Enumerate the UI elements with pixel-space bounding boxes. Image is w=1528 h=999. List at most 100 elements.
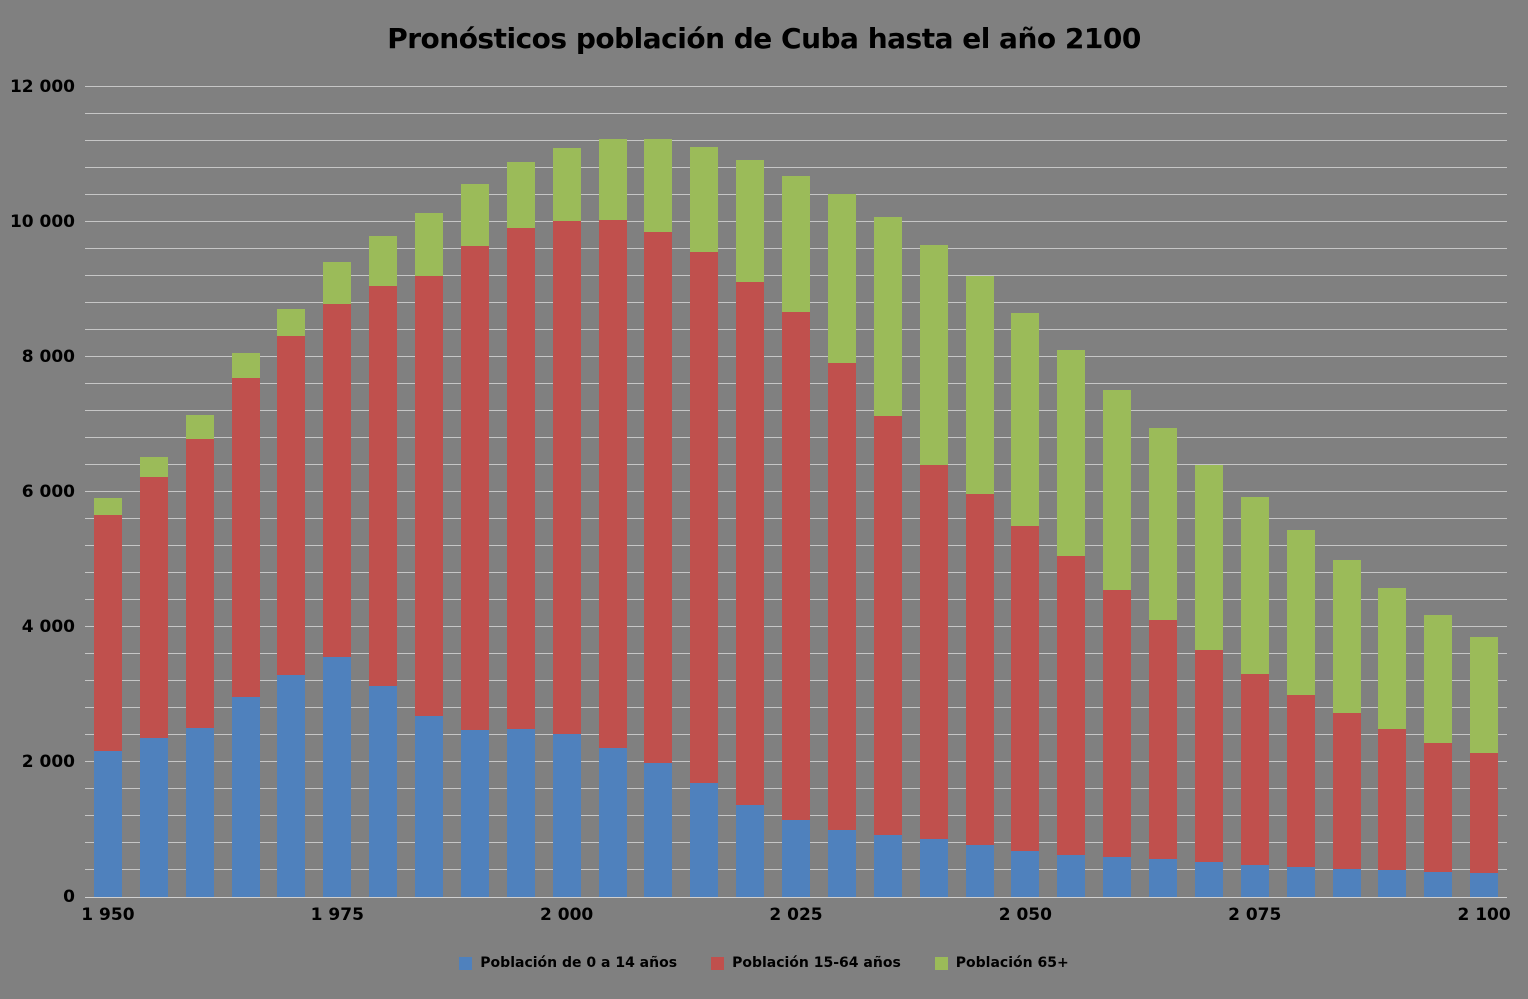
bar-segment <box>827 363 856 830</box>
bar-segment <box>1470 753 1499 874</box>
bar-segment <box>369 236 398 287</box>
bar-segment <box>1149 619 1178 859</box>
bar-segment <box>1103 589 1132 858</box>
bar-2040 <box>919 245 948 897</box>
y-tick-label: 6 000 <box>21 482 75 502</box>
bar-slot-2010 <box>636 87 682 897</box>
bar-segment <box>1149 428 1178 620</box>
bar-segment <box>690 146 719 253</box>
bar-segment <box>552 148 581 221</box>
bar-segment <box>1378 870 1407 897</box>
bar-segment <box>93 751 122 897</box>
bar-segment <box>323 656 352 897</box>
bar-segment <box>1424 614 1453 744</box>
bar-slot-2100 <box>1461 87 1507 897</box>
bar-2095 <box>1424 614 1453 897</box>
bar-segment <box>1424 871 1453 897</box>
bar-segment <box>965 494 994 846</box>
y-tick-label: 8 000 <box>21 347 75 367</box>
bar-2060 <box>1103 390 1132 897</box>
bar-1990 <box>460 184 489 897</box>
bar-2030 <box>827 194 856 897</box>
bar-2080 <box>1286 530 1315 897</box>
bar-segment <box>1103 857 1132 897</box>
bar-slot-2070 <box>1186 87 1232 897</box>
bar-2015 <box>690 146 719 897</box>
bar-2070 <box>1194 465 1223 897</box>
bar-segment <box>782 820 811 897</box>
bar-slots <box>85 87 1507 897</box>
bar-segment <box>231 352 260 379</box>
bar-segment <box>827 194 856 364</box>
bar-1980 <box>369 236 398 897</box>
bar-segment <box>873 834 902 897</box>
bar-segment <box>231 378 260 698</box>
bar-segment <box>690 252 719 784</box>
bar-slot-2015 <box>681 87 727 897</box>
bar-2045 <box>965 276 994 897</box>
bar-2055 <box>1057 349 1086 897</box>
bar-1955 <box>139 456 168 897</box>
bar-segment <box>552 734 581 897</box>
legend-item: Población de 0 a 14 años <box>459 955 677 971</box>
bar-2035 <box>873 216 902 897</box>
bar-slot-2080 <box>1278 87 1324 897</box>
legend-item: Población 15-64 años <box>711 955 901 971</box>
bar-slot-1975 <box>314 87 360 897</box>
bar-segment <box>1194 861 1223 897</box>
bar-slot-2035 <box>865 87 911 897</box>
bar-slot-2030 <box>819 87 865 897</box>
bar-segment <box>369 686 398 897</box>
x-tick-label: 2 100 <box>1457 905 1511 925</box>
bar-segment <box>369 286 398 687</box>
bar-slot-2050 <box>1003 87 1049 897</box>
x-axis-line <box>85 897 1507 898</box>
gridline <box>85 113 1507 114</box>
bar-segment <box>93 498 122 516</box>
bar-segment <box>1470 636 1499 754</box>
bar-segment <box>1286 530 1315 695</box>
bar-segment <box>1378 728 1407 870</box>
bar-slot-2025 <box>773 87 819 897</box>
bar-segment <box>231 697 260 897</box>
bar-segment <box>919 839 948 897</box>
bar-segment <box>323 262 352 305</box>
bar-2090 <box>1378 588 1407 897</box>
gridline <box>85 140 1507 141</box>
bar-segment <box>277 309 306 336</box>
bar-segment <box>1424 743 1453 872</box>
bar-segment <box>1011 850 1040 897</box>
bar-segment <box>93 515 122 752</box>
bar-segment <box>415 716 444 897</box>
bar-segment <box>1240 864 1269 897</box>
x-tick-label: 2 075 <box>1228 905 1282 925</box>
bar-slot-1955 <box>131 87 177 897</box>
bar-2010 <box>644 139 673 897</box>
bar-1960 <box>185 415 214 897</box>
bar-segment <box>185 727 214 897</box>
bar-slot-2085 <box>1324 87 1370 897</box>
bar-segment <box>185 439 214 728</box>
bar-segment <box>1470 873 1499 897</box>
legend-label: Población 65+ <box>955 955 1069 971</box>
bar-segment <box>460 184 489 246</box>
bar-segment <box>919 465 948 840</box>
bar-segment <box>965 276 994 495</box>
bar-segment <box>644 232 673 763</box>
bar-segment <box>1332 869 1361 897</box>
bar-2005 <box>598 139 627 897</box>
bar-1995 <box>506 162 535 897</box>
legend-label: Población 15-64 años <box>732 955 901 971</box>
bar-slot-2005 <box>590 87 636 897</box>
x-tick-label: 1 975 <box>310 905 364 925</box>
bar-2075 <box>1240 497 1269 897</box>
bar-segment <box>827 829 856 897</box>
bar-1965 <box>231 352 260 897</box>
legend-swatch-icon <box>934 956 948 970</box>
bar-2020 <box>736 159 765 897</box>
legend-swatch-icon <box>459 956 473 970</box>
y-tick-label: 0 <box>63 887 75 907</box>
bar-slot-2045 <box>957 87 1003 897</box>
y-tick-label: 4 000 <box>21 617 75 637</box>
bar-segment <box>736 159 765 283</box>
